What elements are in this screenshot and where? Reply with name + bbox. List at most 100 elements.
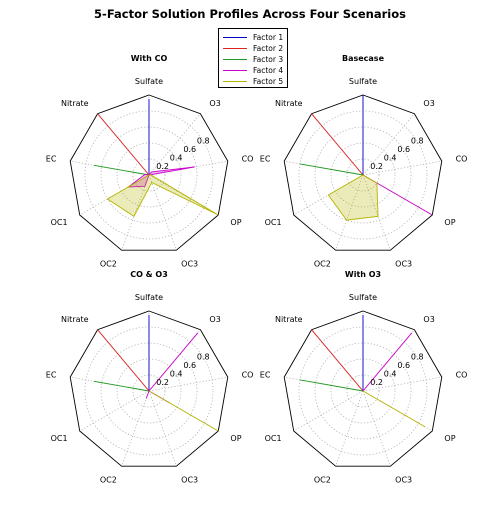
category-label: OC1 [51,434,68,443]
category-label: OC2 [100,259,117,268]
series-factor-3-polygon [93,380,150,392]
category-label: EC [260,155,271,164]
category-label: OP [230,218,241,227]
radial-tick-label: 0.6 [183,361,196,370]
radial-tick-label: 0.8 [411,353,424,362]
category-label: OC1 [265,218,282,227]
legend-item: Factor 1 [223,32,289,43]
category-label: CO [456,371,468,380]
series-factor-3-polygon [299,163,364,176]
category-label: OC1 [265,434,282,443]
legend: Factor 1 Factor 2 Factor 3 Factor 4 Fact… [218,28,288,88]
legend-item: Factor 4 [223,65,289,76]
grid-spoke [148,113,201,176]
radar-chart: 0.20.40.60.8 Sulfate O3 CO OP OC3 OC2 OC1 EC Nitr… [46,293,254,484]
grid-circle [100,126,198,224]
series-factor-5-polygon [106,174,219,217]
grid-circle [132,374,166,408]
legend-label: Factor 1 [253,33,284,42]
grid-circle [314,126,412,224]
grid-spoke [362,174,391,251]
subplot-title: With CO [130,54,168,63]
grid-circle [314,342,412,440]
grid-spoke [79,390,150,432]
category-label: Sulfate [135,77,163,86]
category-label: O3 [209,99,220,108]
series-factor-2-polygon [97,113,150,176]
category-label: OC2 [100,475,117,484]
subplot-basecase: Basecase 0.2 0.4 0.6 0.8 Sulfate O3 CO OP OC3 OC2… [238,38,488,288]
radar-frame [69,94,229,251]
category-label: Nitrate [61,315,89,324]
radar-frame [283,310,443,467]
radial-tick-label: 0.2 [156,378,169,387]
radial-tick-label: 0.8 [197,137,210,146]
grid-spoke [148,376,228,392]
series-factor-2-polygon [311,113,364,176]
category-label: OP [444,434,455,443]
category-label: Sulfate [349,77,377,86]
category-label: OP [230,434,241,443]
legend-swatch [223,48,247,49]
radial-tick-label: 0.6 [397,145,410,154]
category-label: EC [46,155,57,164]
grid-spoke [362,390,391,467]
series-factor-3-polygon [93,164,150,176]
category-label: Sulfate [349,293,377,302]
grid-circle [346,374,380,408]
category-label: CO [242,371,254,380]
series-factor-5-polygon [148,390,219,432]
grid-spoke [148,390,177,467]
radar-chart: 0.20.40.60.8 Sulfate O3 CO OP OC3 OC2 OC1 EC Nitr… [260,293,468,484]
legend-swatch [223,59,247,60]
grid-circle [132,158,166,192]
series-factor-5-polygon [362,390,426,428]
grid-circle [346,158,380,192]
grid-spoke [148,174,177,251]
category-label: Nitrate [275,315,303,324]
legend-swatch [223,37,247,38]
grid-spoke [335,390,364,467]
grid-spoke [121,390,150,467]
subplot-with-co: With CO 0.2 0.4 0.6 0.8 Sulfate O3 CO OP OC3 OC2 O… [24,38,274,288]
subplot-with-o3: With O3 0.2 0.4 0.6 0.8 Sulfate O3 CO OP OC3 OC2 O… [238,254,488,504]
legend-label: Factor 5 [253,77,284,86]
subplot-title: CO & O3 [130,270,168,279]
grid-circle [100,342,198,440]
radial-tick-label: 0.2 [156,162,169,171]
figure-title: 5-Factor Solution Profiles Across Four S… [94,7,406,21]
subplot-co-o3: CO & O3 0.2 0.4 0.6 0.8 Sulfate O3 CO OP OC3 OC2 O… [24,254,274,504]
radial-tick-label: 0.4 [170,370,183,379]
series-factor-4-polygon [126,166,195,188]
category-label: CO [242,155,254,164]
grid-spoke [293,390,364,432]
category-label: O3 [423,315,434,324]
radial-tick-label: 0.4 [170,154,183,163]
category-label: OC1 [51,218,68,227]
radial-tick-label: 0.2 [370,162,383,171]
legend-label: Factor 3 [253,55,284,64]
subplot-title: With O3 [344,270,382,279]
radar-frame [283,94,443,251]
legend-label: Factor 2 [253,44,284,53]
grid-spoke [148,174,219,216]
grid-spoke [362,160,442,176]
radial-tick-label: 0.4 [384,154,397,163]
category-label: OC3 [395,259,412,268]
grid-spoke [362,113,415,176]
category-label: OC2 [314,475,331,484]
radial-tick-label: 0.2 [370,378,383,387]
series-factor-2-polygon [311,329,364,392]
radar-chart: 0.20.40.60.8 Sulfate O3 CO OP OC3 OC2 OC1 EC Nitr… [46,77,254,268]
series-factor-2-polygon [97,329,150,392]
radial-tick-label: 0.8 [197,353,210,362]
legend-item: Factor 2 [223,43,289,54]
series-factor-5-polygon [327,174,379,221]
legend-swatch [223,81,247,82]
legend-label: Factor 4 [253,66,284,75]
category-label: O3 [209,315,220,324]
radial-tick-label: 0.4 [384,370,397,379]
series-factor-4-polygon [362,332,413,392]
category-label: OC3 [395,475,412,484]
